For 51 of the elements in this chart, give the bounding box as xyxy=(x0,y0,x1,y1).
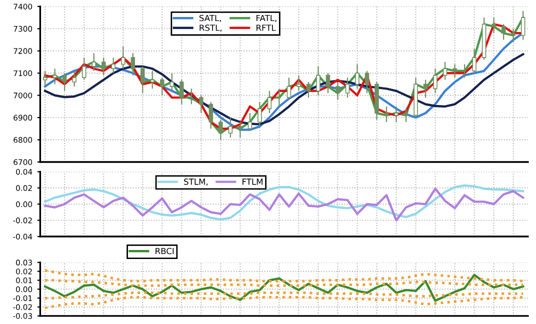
candlestick xyxy=(150,70,155,90)
candlestick xyxy=(364,70,370,94)
candlestick xyxy=(258,101,262,128)
candlestick xyxy=(82,57,86,80)
candlestick xyxy=(140,66,145,94)
candlestick xyxy=(384,106,389,123)
legend-label: RBCI xyxy=(156,248,174,254)
legend-label: RFTL xyxy=(256,24,276,31)
candlestick xyxy=(423,79,428,98)
candlestick xyxy=(316,66,320,96)
candlestick xyxy=(170,72,174,92)
candlestick xyxy=(42,70,48,88)
candlestick xyxy=(267,90,272,114)
legend-label: RSTL, xyxy=(200,24,222,32)
candlestick xyxy=(472,48,476,74)
legend-label: FTLM xyxy=(242,178,262,185)
candlestick xyxy=(306,81,311,98)
candlestick xyxy=(199,94,204,114)
candlestick xyxy=(238,121,242,138)
candlestick xyxy=(52,68,57,85)
candlestick xyxy=(120,46,126,70)
legend-label: SATL, xyxy=(199,14,221,22)
candlestick xyxy=(111,57,116,74)
candlestick xyxy=(394,106,398,123)
candlestick xyxy=(101,57,106,76)
candlestick xyxy=(228,117,233,138)
candlestick xyxy=(208,101,214,130)
candlestick xyxy=(286,77,292,100)
candlestick xyxy=(511,28,516,43)
candlestick xyxy=(92,52,96,72)
candlestick xyxy=(404,108,408,123)
candlestick xyxy=(492,17,496,34)
candlestick xyxy=(248,112,252,132)
candlestick xyxy=(345,77,350,98)
candlestick xyxy=(442,61,448,80)
candlestick xyxy=(326,72,330,94)
candlestick xyxy=(160,77,164,96)
candlestick xyxy=(72,70,76,88)
candlestick xyxy=(218,119,223,140)
candlestick xyxy=(130,52,135,76)
candlestick xyxy=(433,68,438,94)
candlestick xyxy=(501,24,506,40)
candlestick xyxy=(452,64,457,78)
legend-label: FATL, xyxy=(256,14,276,22)
candlestick xyxy=(355,64,360,90)
candlestick xyxy=(336,81,340,100)
legend-label: STLM, xyxy=(184,178,208,186)
candlestick xyxy=(296,74,301,92)
candlestick xyxy=(520,10,526,40)
candlestick xyxy=(180,79,184,105)
candlestick xyxy=(62,72,67,92)
